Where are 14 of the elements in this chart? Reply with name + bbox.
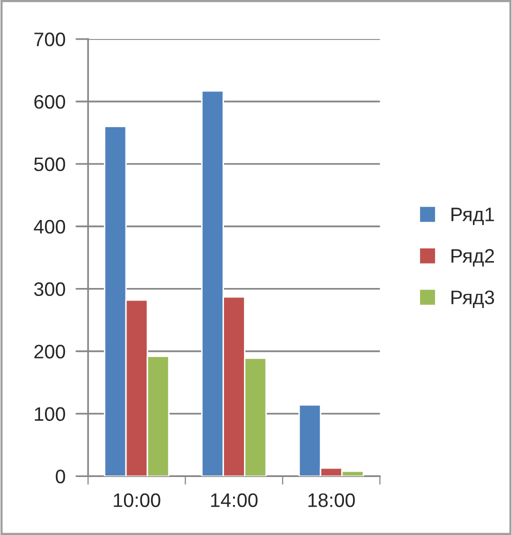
y-tick-label: 500 <box>34 157 66 172</box>
x-tick-label: 14:00 <box>211 493 258 508</box>
legend-label: Ряд1 <box>452 208 494 226</box>
y-tick-label: 0 <box>56 470 66 484</box>
y-tick-label: 100 <box>34 407 66 421</box>
y-tick-label: 600 <box>34 94 66 109</box>
y-tick-label: 300 <box>34 282 66 296</box>
y-tick-label: 400 <box>34 220 66 234</box>
y-tick-label: 200 <box>34 344 66 359</box>
legend-label: Ряд2 <box>452 249 494 267</box>
x-tick-label: 10:00 <box>114 493 160 508</box>
legend-label: Ряд3 <box>452 290 494 308</box>
y-tick-label: 700 <box>34 32 66 46</box>
x-tick-label: 18:00 <box>308 493 355 508</box>
